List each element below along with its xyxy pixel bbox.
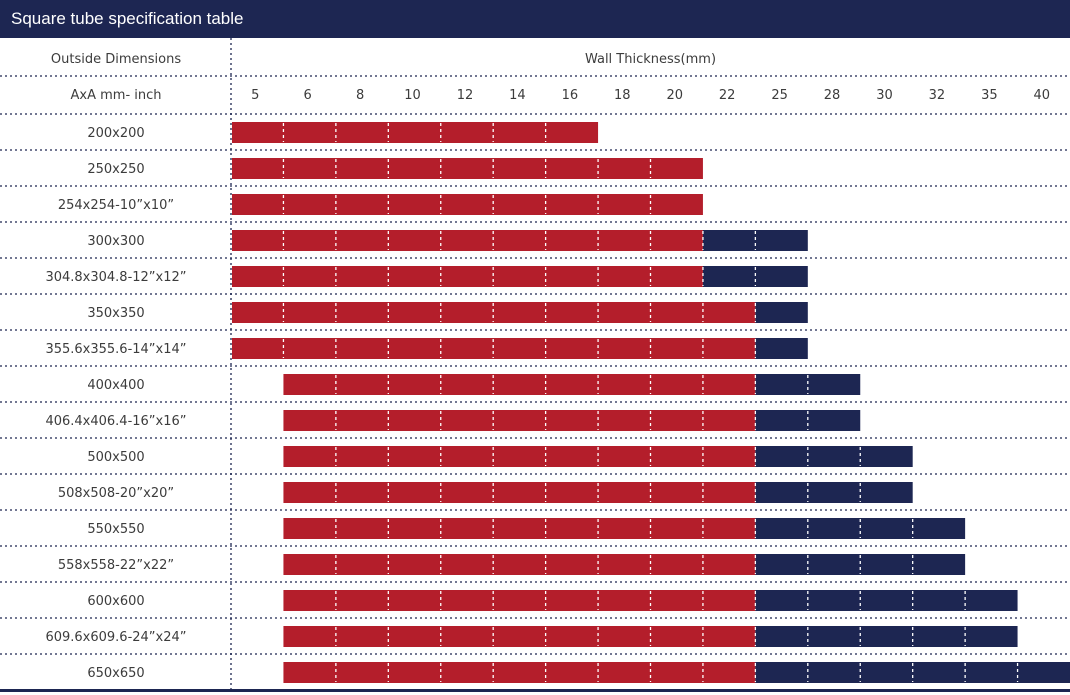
navy-thickness-bar: [702, 230, 808, 251]
navy-thickness-bar: [755, 590, 1018, 611]
navy-thickness-bar: [755, 482, 913, 503]
red-thickness-bar: [283, 482, 756, 503]
size-label: 355.6x355.6-14”x14”: [45, 342, 186, 357]
thickness-tick-label: 6: [304, 88, 312, 103]
navy-thickness-bar: [755, 410, 861, 431]
thickness-tick-label: 14: [509, 88, 526, 103]
size-label: 558x558-22”x22”: [58, 558, 174, 573]
size-label: 550x550: [87, 522, 144, 537]
thickness-tick-label: 5: [251, 88, 259, 103]
size-label: 300x300: [87, 234, 144, 249]
red-thickness-bar: [283, 410, 756, 431]
size-label: 650x650: [87, 666, 144, 681]
red-thickness-bar: [232, 194, 703, 215]
red-thickness-bar: [283, 518, 756, 539]
size-label: 500x500: [87, 450, 144, 465]
thickness-tick-label: 16: [562, 88, 579, 103]
size-label: 200x200: [87, 126, 144, 141]
red-thickness-bar: [232, 266, 703, 287]
wall-thickness-chart: Outside Dimensions Wall Thickness(mm) AxA …: [0, 38, 1070, 689]
thickness-tick-label: 35: [981, 88, 998, 103]
red-thickness-bar: [232, 302, 756, 323]
navy-thickness-bar: [755, 302, 808, 323]
navy-thickness-bar: [755, 338, 808, 359]
thickness-tick-label: 25: [771, 88, 788, 103]
size-label: 350x350: [87, 306, 144, 321]
table-title: Square tube specification table: [0, 0, 1070, 38]
thickness-tick-label: 18: [614, 88, 631, 103]
subheader-unit: AxA mm- inch: [71, 88, 162, 103]
thickness-tick-label: 40: [1034, 88, 1051, 103]
red-thickness-bar: [232, 158, 703, 179]
navy-thickness-bar: [755, 626, 1018, 647]
thickness-tick-label: 30: [876, 88, 893, 103]
navy-thickness-bar: [702, 266, 808, 287]
header-outside-dimensions: Outside Dimensions: [51, 52, 181, 67]
red-thickness-bar: [283, 590, 756, 611]
size-label: 406.4x406.4-16”x16”: [45, 414, 186, 429]
thickness-tick-label: 8: [356, 88, 364, 103]
red-thickness-bar: [283, 662, 756, 683]
navy-thickness-bar: [755, 446, 913, 467]
navy-thickness-bar: [755, 662, 1070, 683]
thickness-tick-label: 28: [824, 88, 841, 103]
red-thickness-bar: [232, 230, 703, 251]
header-wall-thickness: Wall Thickness(mm): [585, 52, 716, 67]
red-thickness-bar: [232, 122, 599, 143]
size-label: 600x600: [87, 594, 144, 609]
red-thickness-bar: [283, 626, 756, 647]
thickness-tick-label: 12: [457, 88, 474, 103]
red-thickness-bar: [232, 338, 756, 359]
red-thickness-bar: [283, 446, 756, 467]
thickness-tick-label: 32: [929, 88, 946, 103]
navy-thickness-bar: [755, 374, 861, 395]
red-thickness-bar: [283, 374, 756, 395]
bottom-rule: [0, 689, 1070, 692]
size-label: 254x254-10”x10”: [58, 198, 174, 213]
size-label: 400x400: [87, 378, 144, 393]
thickness-tick-label: 10: [404, 88, 421, 103]
size-label: 250x250: [87, 162, 144, 177]
size-label: 304.8x304.8-12”x12”: [45, 270, 186, 285]
red-thickness-bar: [283, 554, 756, 575]
size-label: 508x508-20”x20”: [58, 486, 174, 501]
size-label: 609.6x609.6-24”x24”: [45, 630, 186, 645]
thickness-tick-label: 20: [666, 88, 683, 103]
thickness-tick-label: 22: [719, 88, 736, 103]
